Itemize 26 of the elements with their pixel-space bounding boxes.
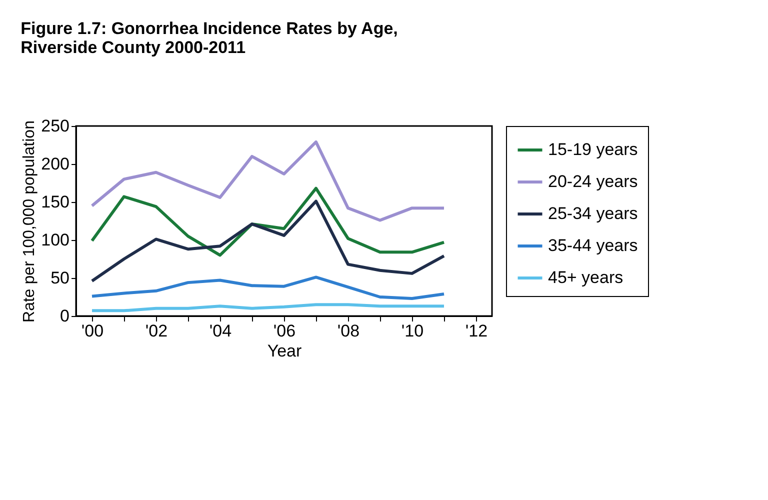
line-series [90, 140, 446, 222]
legend-label: 45+ years [548, 268, 624, 287]
legend-label: 35-44 years [548, 236, 638, 255]
line-series [90, 303, 446, 312]
x-tick-label: '04 [209, 322, 232, 340]
y-tick-label: 50 [50, 268, 70, 288]
line-series [90, 276, 446, 300]
x-tick-label: '10 [401, 322, 424, 340]
legend-label: 20-24 years [548, 172, 638, 191]
x-tick-label: '12 [465, 322, 488, 340]
chart-title: Figure 1.7: Gonorrhea Incidence Rates by Age, Riverside County 2000-2011 [20, 19, 398, 57]
y-tick-label: 150 [41, 192, 70, 212]
x-tick-label: '08 [337, 322, 360, 340]
x-tick-label: '02 [145, 322, 168, 340]
x-axis-title: Year [267, 342, 302, 360]
y-tick-label: 250 [41, 116, 70, 136]
legend-label: 15-19 years [548, 140, 638, 159]
x-tick-label: '00 [81, 322, 104, 340]
x-tick-label: '06 [273, 322, 296, 340]
y-tick-label: 200 [41, 154, 70, 174]
y-axis-title: Rate per 100,000 population [21, 120, 38, 322]
y-tick-label: 0 [60, 306, 70, 326]
line-series [90, 186, 446, 257]
line-series [90, 200, 446, 283]
legend-label: 25-34 years [548, 204, 638, 223]
y-tick-label: 100 [41, 230, 70, 250]
